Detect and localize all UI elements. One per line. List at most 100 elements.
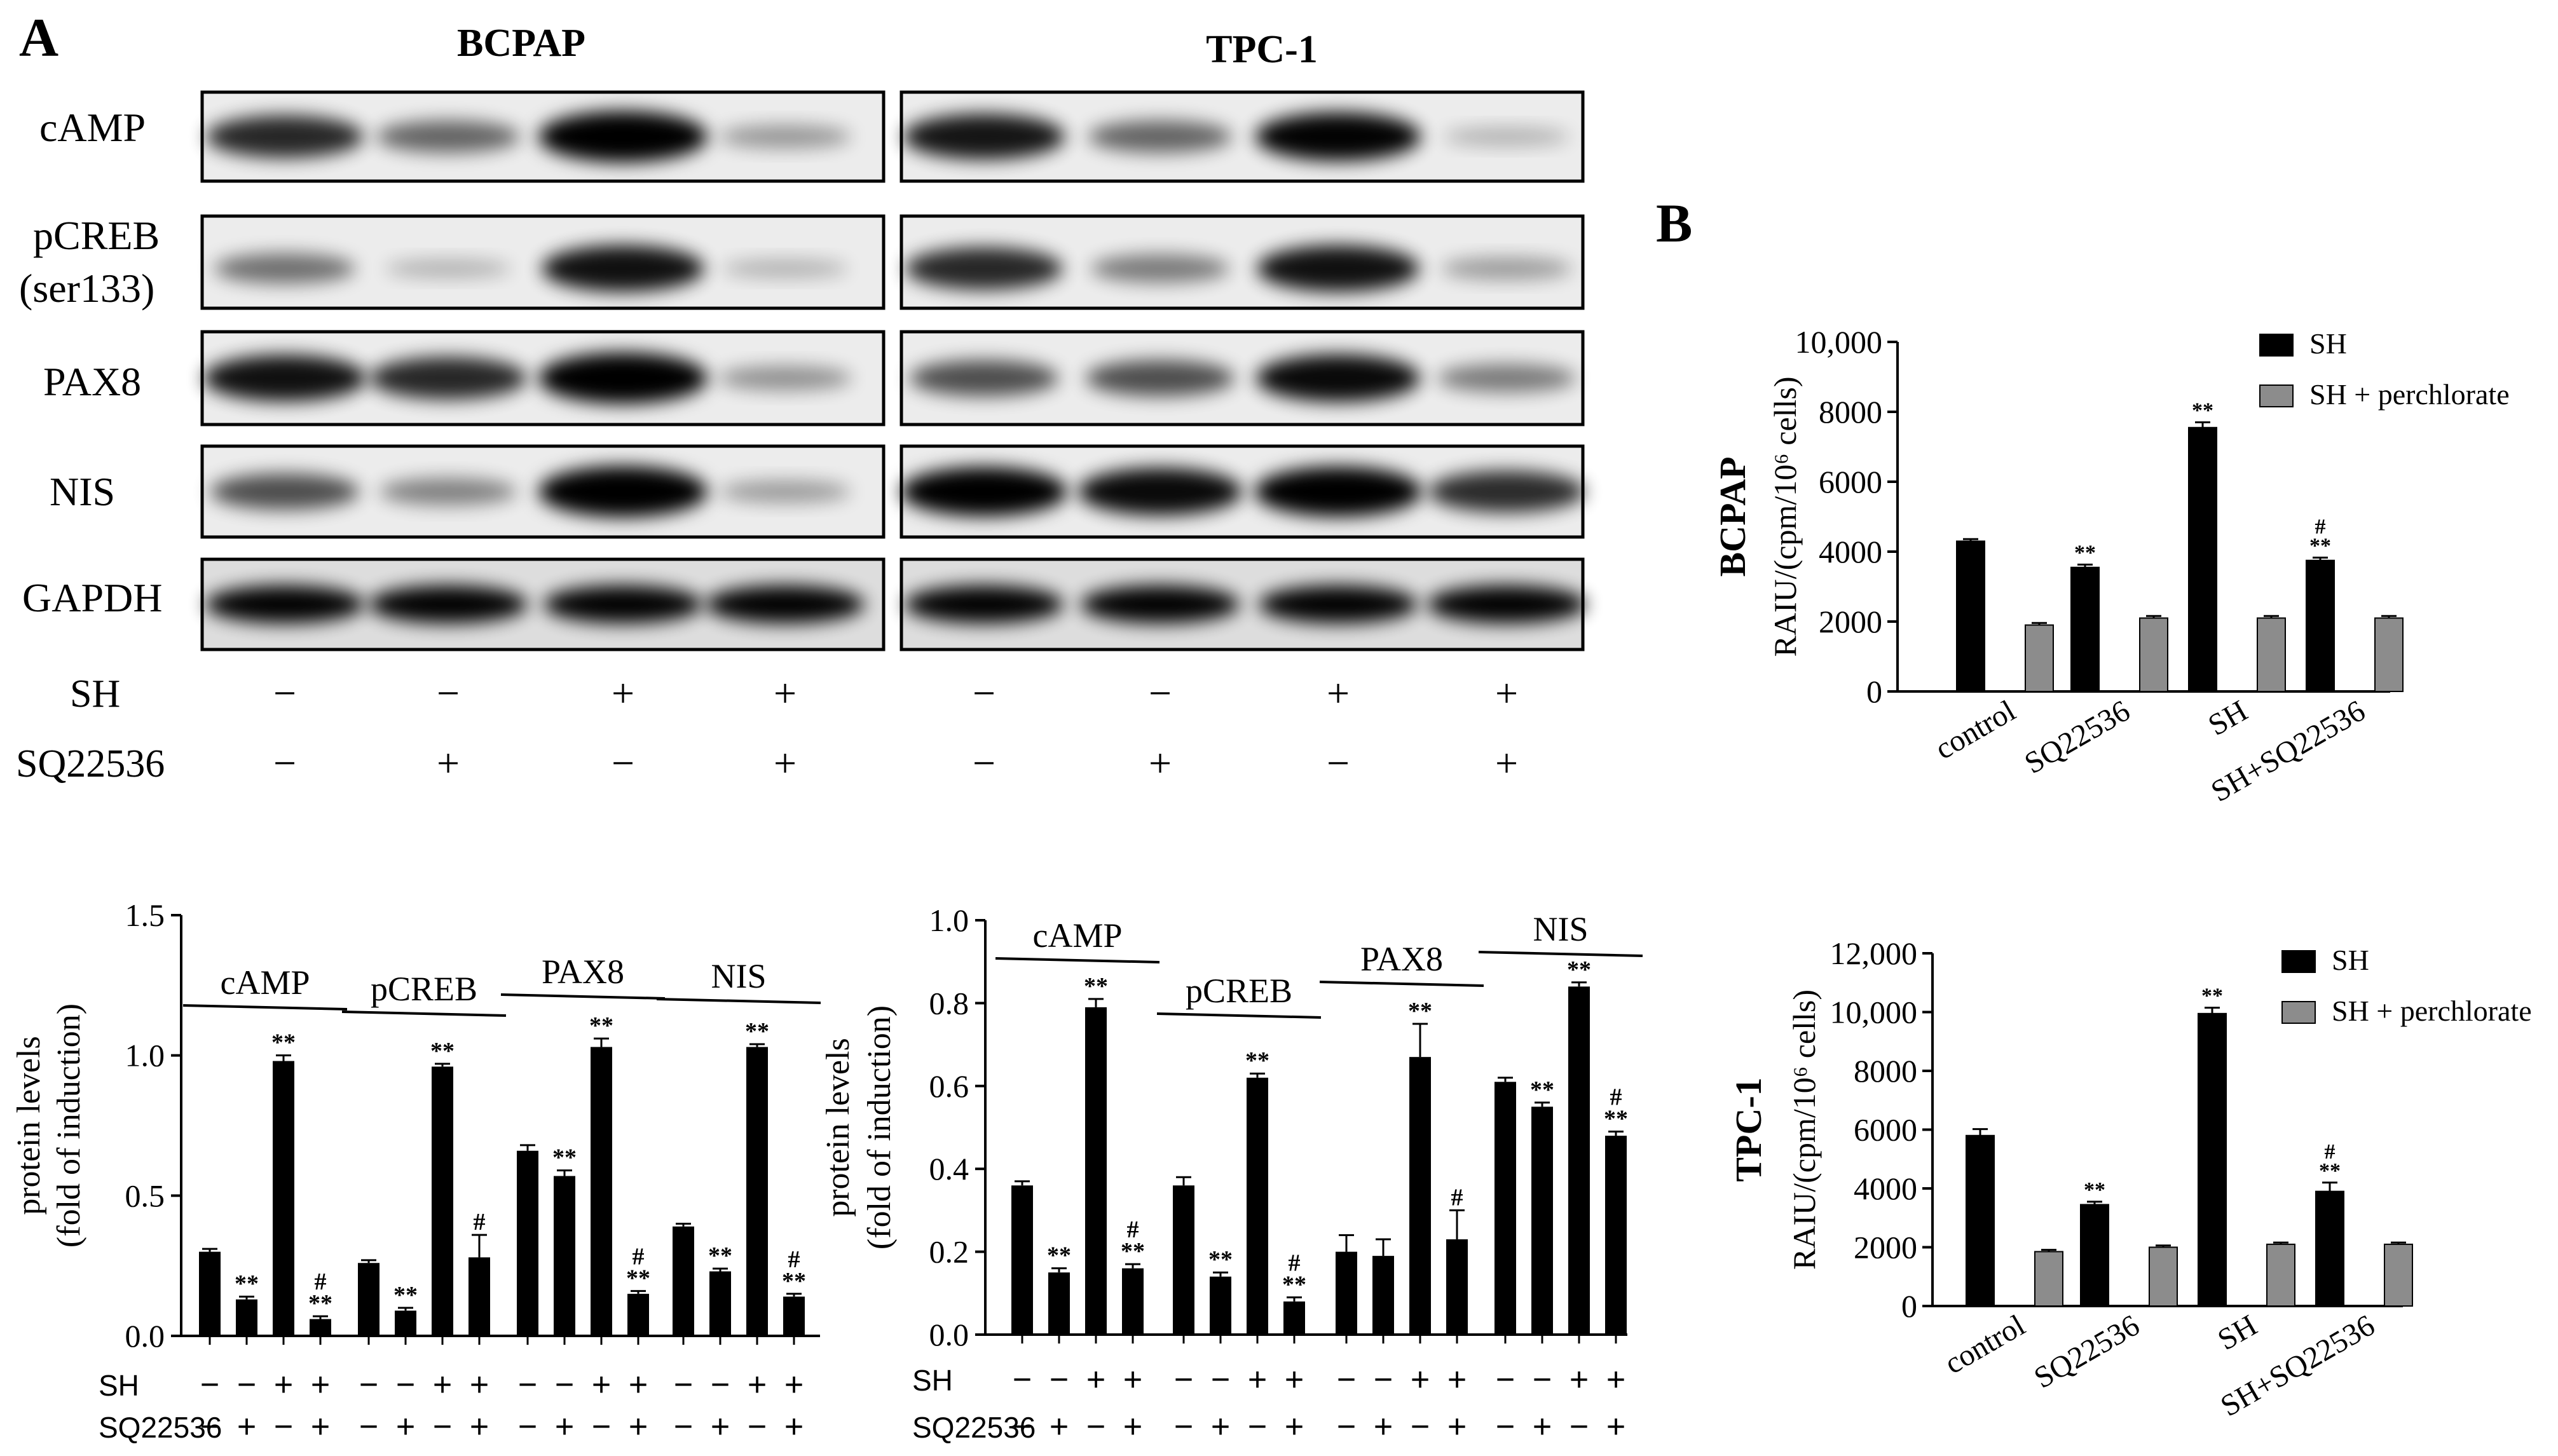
treatment-sign-sq22536: +: [1606, 1408, 1625, 1445]
bar: [432, 1066, 453, 1336]
significance-stars: **: [1084, 973, 1108, 1000]
significance-hash: #: [474, 1209, 486, 1235]
y-tick-label: 0.6: [929, 1068, 969, 1104]
cell-line-label-bcpap: BCPAP: [457, 22, 585, 65]
bar: [1494, 1082, 1516, 1335]
treatment-sign-sh: −: [273, 670, 296, 716]
blot-band: [1259, 585, 1418, 623]
group-label-pax8: PAX8: [1360, 940, 1443, 978]
treatment-sign-sh: +: [1285, 1361, 1304, 1398]
treatment-sign-sq22536: +: [711, 1408, 730, 1445]
group-bracket: [1478, 951, 1643, 957]
treatment-sign-sq22536: −: [592, 1408, 611, 1445]
bar: [310, 1319, 331, 1336]
y-tick-label: 8000: [1854, 1053, 1917, 1089]
treatment-sign-sh: −: [973, 670, 995, 716]
y-tick-label: 6000: [1819, 464, 1882, 500]
protein-label-nis: NIS: [50, 469, 115, 514]
blot-bcpap: [200, 90, 886, 651]
blot-band: [1437, 364, 1576, 393]
bar: [273, 1061, 294, 1336]
y-tick-label: 10,000: [1830, 995, 1918, 1030]
treatment-row-label-sq22536: SQ22536: [912, 1411, 1036, 1444]
treatment-sign-sh: −: [437, 670, 460, 716]
treatment-sign-sh: +: [1495, 670, 1518, 716]
treatment-sign-sh: +: [1327, 670, 1350, 716]
y-tick-label: 0.0: [929, 1317, 969, 1352]
blot-band: [1428, 470, 1585, 513]
significance-stars: **: [1408, 998, 1432, 1024]
blot-band: [1441, 257, 1572, 280]
y-tick-label: 0.8: [929, 985, 969, 1021]
bar: [358, 1263, 380, 1336]
protein-label-gapdh: GAPDH: [22, 575, 162, 620]
blot-band: [538, 352, 708, 404]
y-tick-label: 10,000: [1795, 324, 1883, 360]
blot-band: [706, 585, 865, 623]
chart-raiu-bcpap: 0 2000 4000 6000 8000 10,000 BCPAP RAIU/(cpm/10…: [1712, 324, 2510, 808]
treatment-sign-sh: −: [1533, 1361, 1552, 1398]
treatment-sign-sh: +: [784, 1366, 804, 1403]
bar-sh: [1956, 540, 1985, 692]
treatment-sign-sq22536: +: [1533, 1408, 1552, 1445]
treatment-sign-sh: −: [237, 1366, 256, 1403]
treatment-sign-sq22536: −: [748, 1408, 767, 1445]
significance-stars: **: [1282, 1271, 1306, 1298]
bar: [709, 1271, 731, 1336]
treatment-sign-sh: +: [592, 1366, 611, 1403]
treatment-sign-sh: −: [1013, 1361, 1032, 1398]
significance-hash: #: [2315, 515, 2326, 538]
category-label: SQ22536: [2019, 694, 2136, 781]
bar: [591, 1047, 612, 1336]
bar: [1122, 1268, 1144, 1335]
y-tick-label: 8000: [1819, 394, 1882, 430]
bar-sh: [1966, 1134, 1995, 1307]
blot-band: [380, 477, 517, 506]
group-bracket: [500, 993, 666, 1000]
blot-band: [369, 357, 527, 400]
treatment-row-label-sq22536: SQ22536: [99, 1411, 222, 1444]
treatment-sign-sq22536: −: [273, 740, 296, 786]
blot-band: [1256, 354, 1420, 402]
treatment-sign-sq22536: +: [311, 1408, 330, 1445]
legend-swatch: [2259, 384, 2294, 407]
bar: [673, 1226, 694, 1336]
group-bracket: [656, 998, 821, 1004]
significance-stars: **: [626, 1265, 650, 1291]
bar-sh-perchlorate: [2266, 1243, 2295, 1307]
treatment-sign-sq22536: +: [237, 1408, 256, 1445]
blot-band: [385, 259, 511, 278]
significance-hash: #: [2325, 1140, 2336, 1164]
treatment-sign-sh: −: [1050, 1361, 1069, 1398]
bar-sh-perchlorate: [2384, 1243, 2413, 1307]
bar-sh-perchlorate: [2149, 1246, 2178, 1307]
blot-band: [905, 585, 1064, 623]
bar-sh-perchlorate: [2257, 617, 2286, 692]
treatment-sign-sq22536: −: [359, 1408, 378, 1445]
bar: [746, 1047, 768, 1336]
bar-sh-perchlorate: [2139, 617, 2168, 692]
treatment-sign-sq22536: +: [437, 740, 460, 786]
treatment-sign-sh: −: [359, 1366, 378, 1403]
treatment-sign-sq22536: −: [1411, 1408, 1430, 1445]
treatment-sign-sq22536: −: [200, 1408, 219, 1445]
group-bracket: [1319, 981, 1484, 987]
y-tick-label: 2000: [1819, 604, 1882, 639]
blot-band: [1255, 112, 1421, 161]
bar: [1011, 1185, 1033, 1335]
treatment-sign-sh: −: [200, 1366, 219, 1403]
treatment-sign-sq22536: +: [1149, 740, 1172, 786]
significance-stars: **: [2074, 541, 2096, 564]
treatment-sign-sq22536: +: [396, 1408, 415, 1445]
treatment-sign-sh: −: [518, 1366, 537, 1403]
treatment-sign-sh: −: [396, 1366, 415, 1403]
blot-band: [722, 259, 848, 278]
significance-stars: **: [271, 1030, 296, 1056]
treatment-sign-sh: +: [274, 1366, 293, 1403]
treatment-sign-sh: +: [1086, 1361, 1105, 1398]
bar: [1605, 1136, 1627, 1335]
blot-band: [203, 355, 366, 402]
bar: [395, 1310, 416, 1336]
panel-b-label: B: [1656, 193, 1692, 254]
treatment-sign-sh: −: [674, 1366, 693, 1403]
